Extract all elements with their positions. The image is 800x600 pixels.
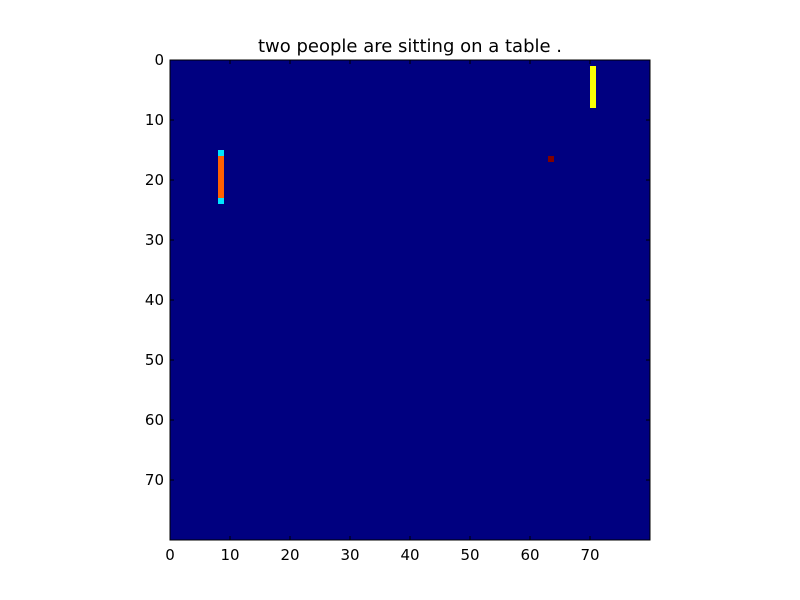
x-tick-label: 60 [520,546,539,564]
x-tick-label: 70 [580,546,599,564]
y-tick-label: 70 [145,471,164,489]
x-tick-label: 40 [400,546,419,564]
x-tick-label: 50 [460,546,479,564]
y-tick-label: 60 [145,411,164,429]
heatmap-cell-0 [218,150,224,156]
y-axis: 0 10 20 30 40 50 60 70 [145,51,650,489]
x-tick-label: 10 [220,546,239,564]
x-tick-label: 0 [165,546,175,564]
x-axis: 0 10 20 30 40 50 60 70 [165,60,600,564]
y-tick-label: 40 [145,291,164,309]
y-tick-label: 20 [145,171,164,189]
y-tick-label: 0 [154,51,164,69]
y-tick-label: 30 [145,231,164,249]
x-tick-label: 30 [340,546,359,564]
heatmap-cell-3 [590,66,596,108]
heatmap-background [170,60,650,540]
heatmap-cell-4 [548,156,554,162]
x-tick-label: 20 [280,546,299,564]
heatmap-cell-1 [218,156,224,198]
heatmap-cell-2 [218,198,224,204]
y-tick-label: 50 [145,351,164,369]
plot-area [169,59,651,541]
y-tick-label: 10 [145,111,164,129]
chart-title: two people are sitting on a table . [258,36,562,57]
